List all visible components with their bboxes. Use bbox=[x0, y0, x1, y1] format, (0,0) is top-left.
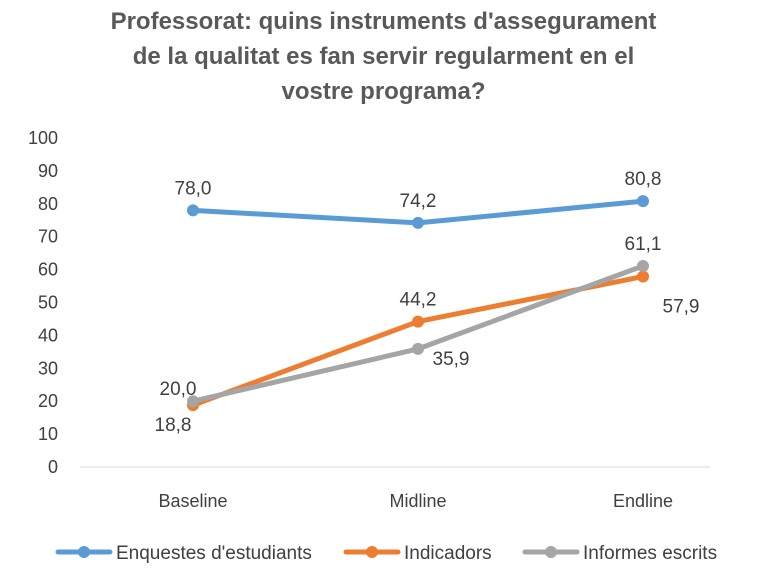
legend-swatch-marker bbox=[78, 546, 90, 558]
legend-swatch-marker bbox=[545, 546, 557, 558]
y-tick-label: 0 bbox=[48, 457, 58, 477]
y-tick-label: 70 bbox=[38, 227, 58, 247]
series-0 bbox=[187, 195, 649, 229]
chart-title: Professorat: quins instruments d'assegur… bbox=[0, 4, 767, 109]
data-label: 78,0 bbox=[175, 178, 212, 199]
data-label: 20,0 bbox=[160, 379, 197, 400]
chart-title-line-2: de la qualitat es fan servir regularment… bbox=[132, 43, 635, 70]
data-point bbox=[412, 342, 424, 355]
y-tick-label: 20 bbox=[38, 391, 58, 411]
y-tick-label: 100 bbox=[28, 128, 58, 148]
y-tick-label: 90 bbox=[38, 161, 58, 181]
data-point bbox=[412, 216, 424, 229]
legend-item: Indicadors bbox=[343, 543, 492, 564]
series-layer bbox=[187, 195, 649, 412]
data-labels: 78,0 74,2 80,8 18,8 44,2 57,9 20,0 35,9 61,1 bbox=[155, 169, 700, 436]
legend: Enquestes d'estudiants Indicadors Informes… bbox=[55, 543, 717, 564]
y-tick-label: 10 bbox=[38, 424, 58, 444]
data-point bbox=[637, 270, 649, 283]
series-2 bbox=[187, 259, 649, 408]
data-label: 35,9 bbox=[433, 349, 470, 370]
y-tick-label: 30 bbox=[38, 358, 58, 378]
x-tick-label: Baseline bbox=[158, 491, 227, 511]
chart-title-line-3: vostre programa? bbox=[281, 78, 486, 105]
data-point bbox=[187, 395, 199, 408]
legend-item: Enquestes d'estudiants bbox=[55, 543, 312, 564]
legend-label: Enquestes d'estudiants bbox=[116, 543, 312, 564]
data-label: 74,2 bbox=[400, 191, 437, 212]
y-axis: 0 10 20 30 40 50 60 70 80 90 100 bbox=[28, 128, 58, 477]
data-point bbox=[412, 315, 424, 328]
data-label: 44,2 bbox=[400, 290, 437, 311]
data-point bbox=[187, 204, 199, 217]
data-label: 18,8 bbox=[155, 415, 192, 436]
y-tick-label: 80 bbox=[38, 194, 58, 214]
chart-title-line-1: Professorat: quins instruments d'assegur… bbox=[110, 8, 657, 35]
data-label: 61,1 bbox=[625, 234, 662, 255]
legend-label: Indicadors bbox=[404, 543, 492, 564]
y-tick-label: 50 bbox=[38, 293, 58, 313]
data-label: 57,9 bbox=[663, 297, 700, 318]
legend-label: Informes escrits bbox=[583, 543, 717, 564]
legend-item: Informes escrits bbox=[522, 543, 717, 564]
data-label: 80,8 bbox=[625, 169, 662, 190]
data-point bbox=[637, 195, 649, 208]
y-tick-label: 40 bbox=[38, 325, 58, 345]
y-tick-label: 60 bbox=[38, 260, 58, 280]
data-point bbox=[637, 259, 649, 272]
x-tick-label: Midline bbox=[389, 491, 446, 511]
legend-swatch-marker bbox=[366, 546, 378, 558]
x-tick-label: Endline bbox=[613, 491, 673, 511]
x-axis: Baseline Midline Endline bbox=[80, 466, 710, 511]
